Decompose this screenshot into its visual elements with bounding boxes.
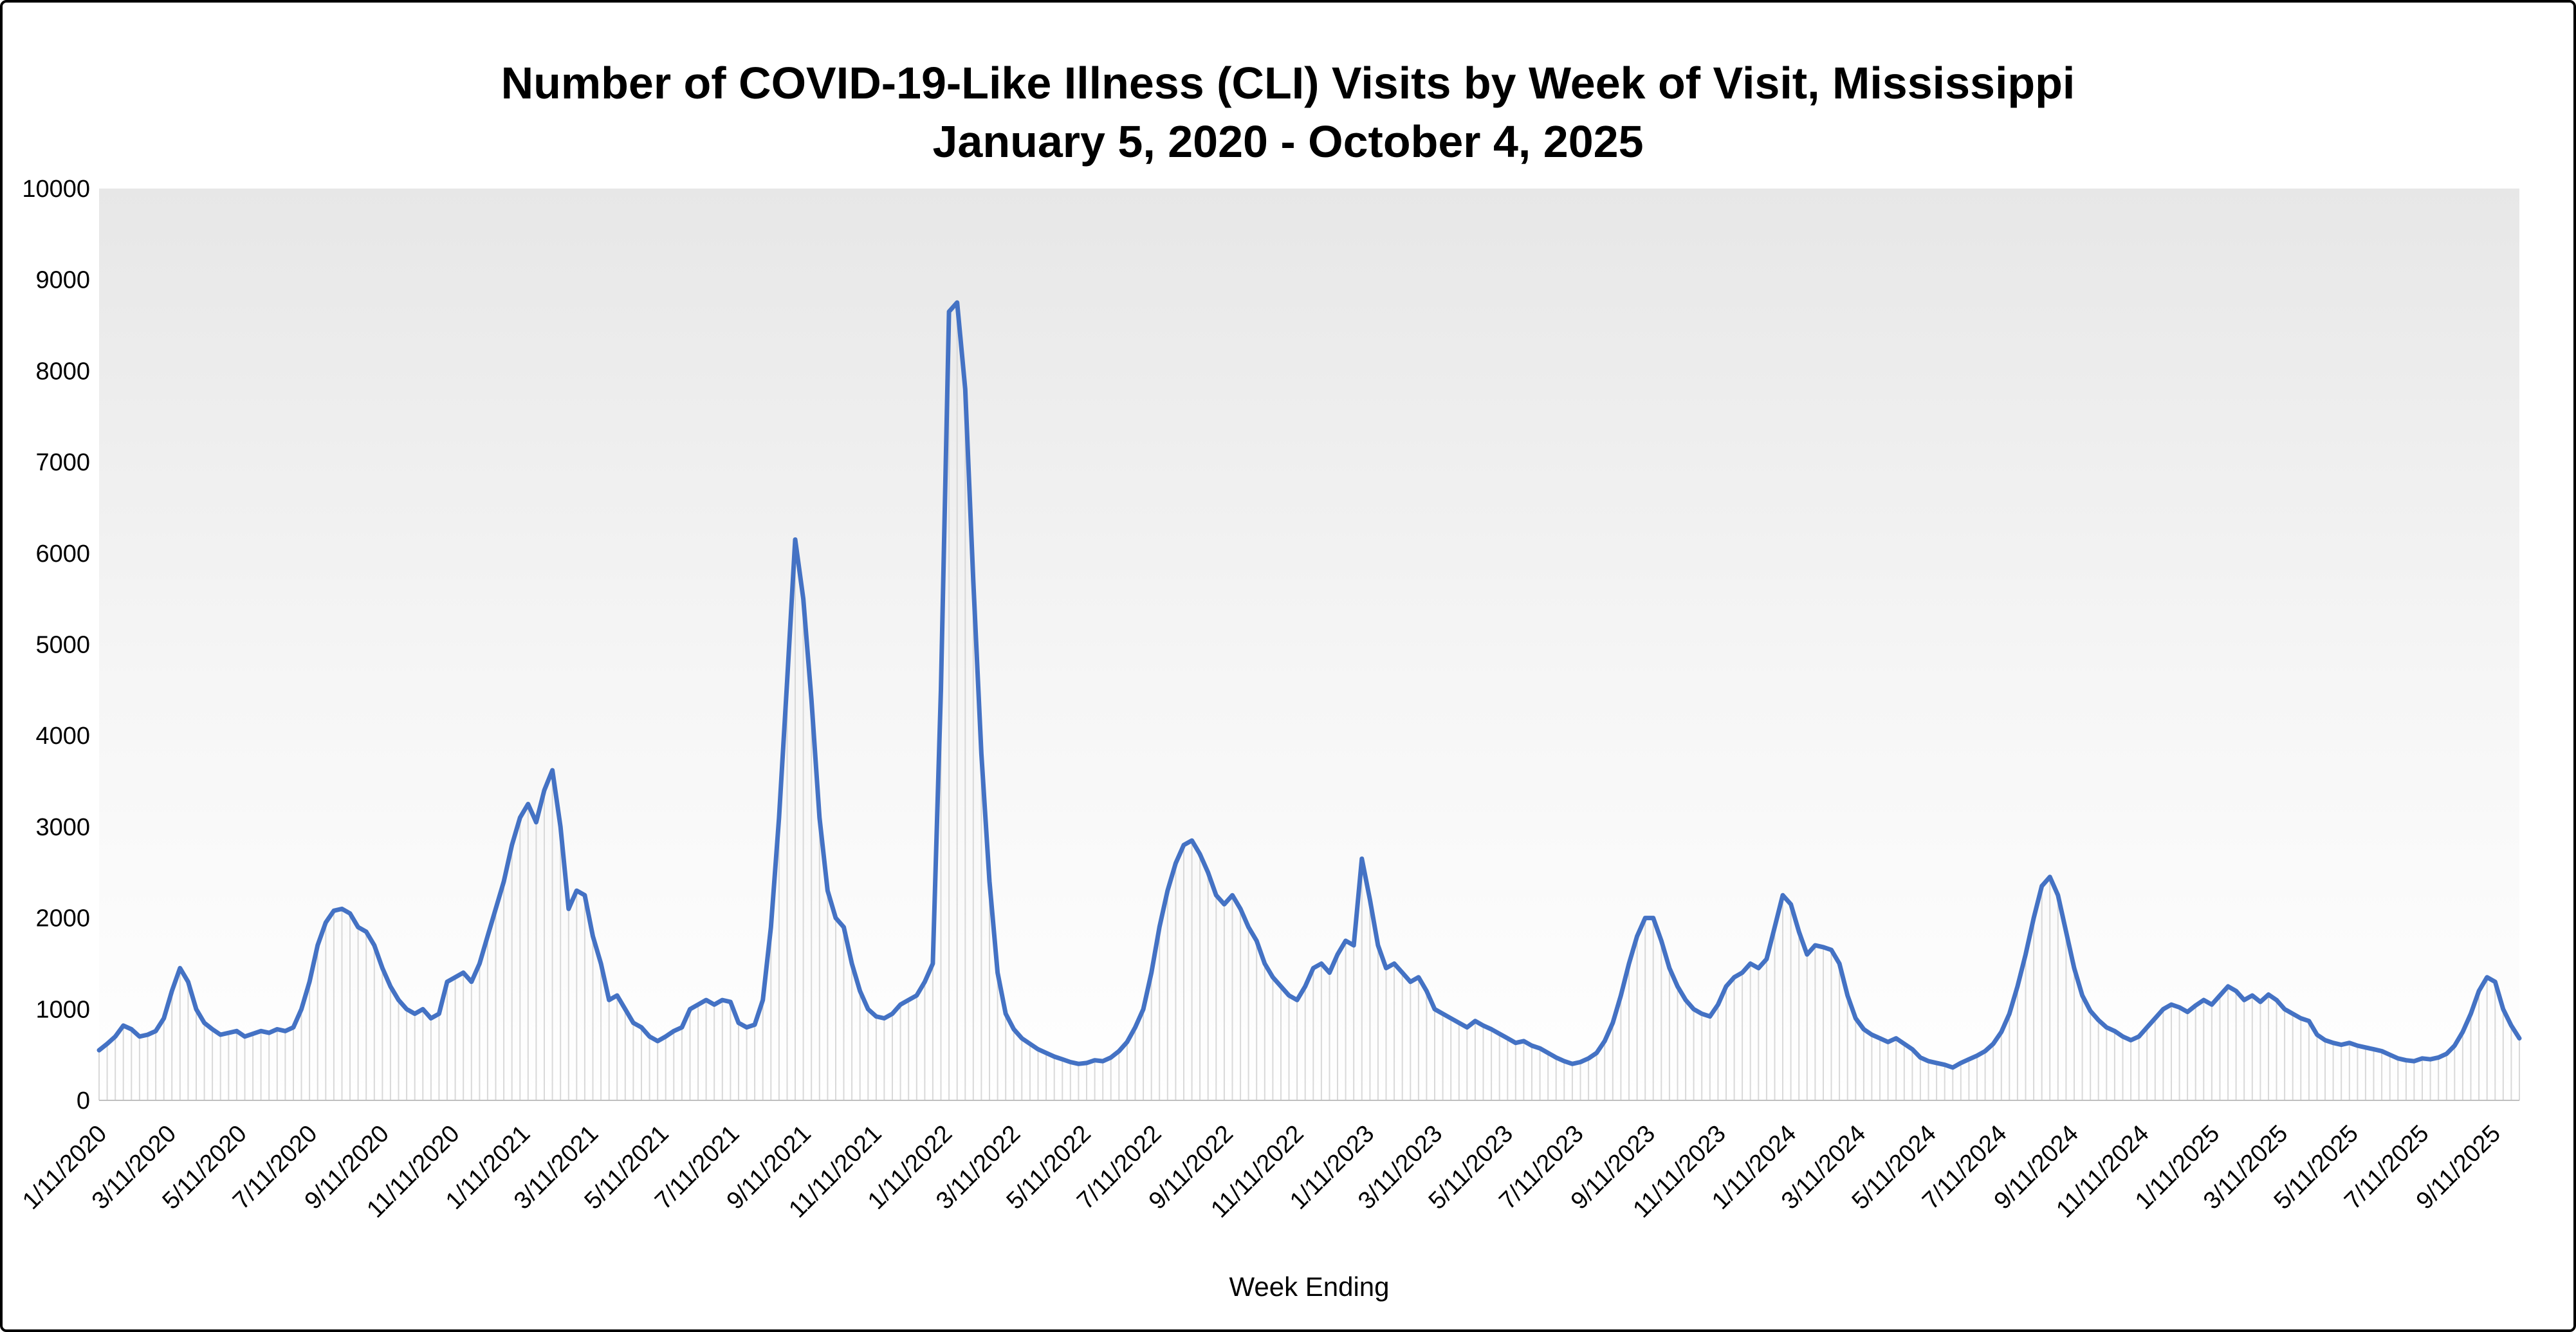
- chart-title-block: Number of COVID-19-Like Illness (CLI) Vi…: [3, 54, 2573, 171]
- y-tick-label: 3000: [35, 814, 90, 841]
- y-tick-label: 2000: [35, 905, 90, 932]
- y-tick-label: 4000: [35, 723, 90, 750]
- y-tick-label: 1000: [35, 996, 90, 1023]
- cli-visits-line-chart: 0 1000 2000 3000 4000 5000 6000 7000 8000 9000 100…: [17, 176, 2522, 1223]
- chart-title: Number of COVID-19-Like Illness (CLI) Vi…: [501, 58, 2075, 108]
- y-tick-label: 6000: [35, 541, 90, 568]
- y-tick-label: 9000: [35, 267, 90, 294]
- plot-background: [99, 189, 2519, 1100]
- y-tick-label: 7000: [35, 449, 90, 476]
- weekly-drop-lines: [98, 302, 2520, 1100]
- y-tick-label: 0: [77, 1087, 90, 1115]
- x-axis-labels: 1/11/20203/11/20205/11/20207/11/20209/11…: [17, 1120, 2506, 1223]
- chart-subtitle: January 5, 2020 - October 4, 2025: [932, 116, 1644, 167]
- y-tick-label: 5000: [35, 632, 90, 659]
- y-axis-labels: 0 1000 2000 3000 4000 5000 6000 7000 8000 9000 100…: [22, 176, 90, 1115]
- y-tick-label: 8000: [35, 358, 90, 385]
- cli-visits-series-line: [97, 300, 2522, 1070]
- y-tick-label: 10000: [22, 176, 90, 203]
- x-axis-title: Week Ending: [1229, 1272, 1390, 1302]
